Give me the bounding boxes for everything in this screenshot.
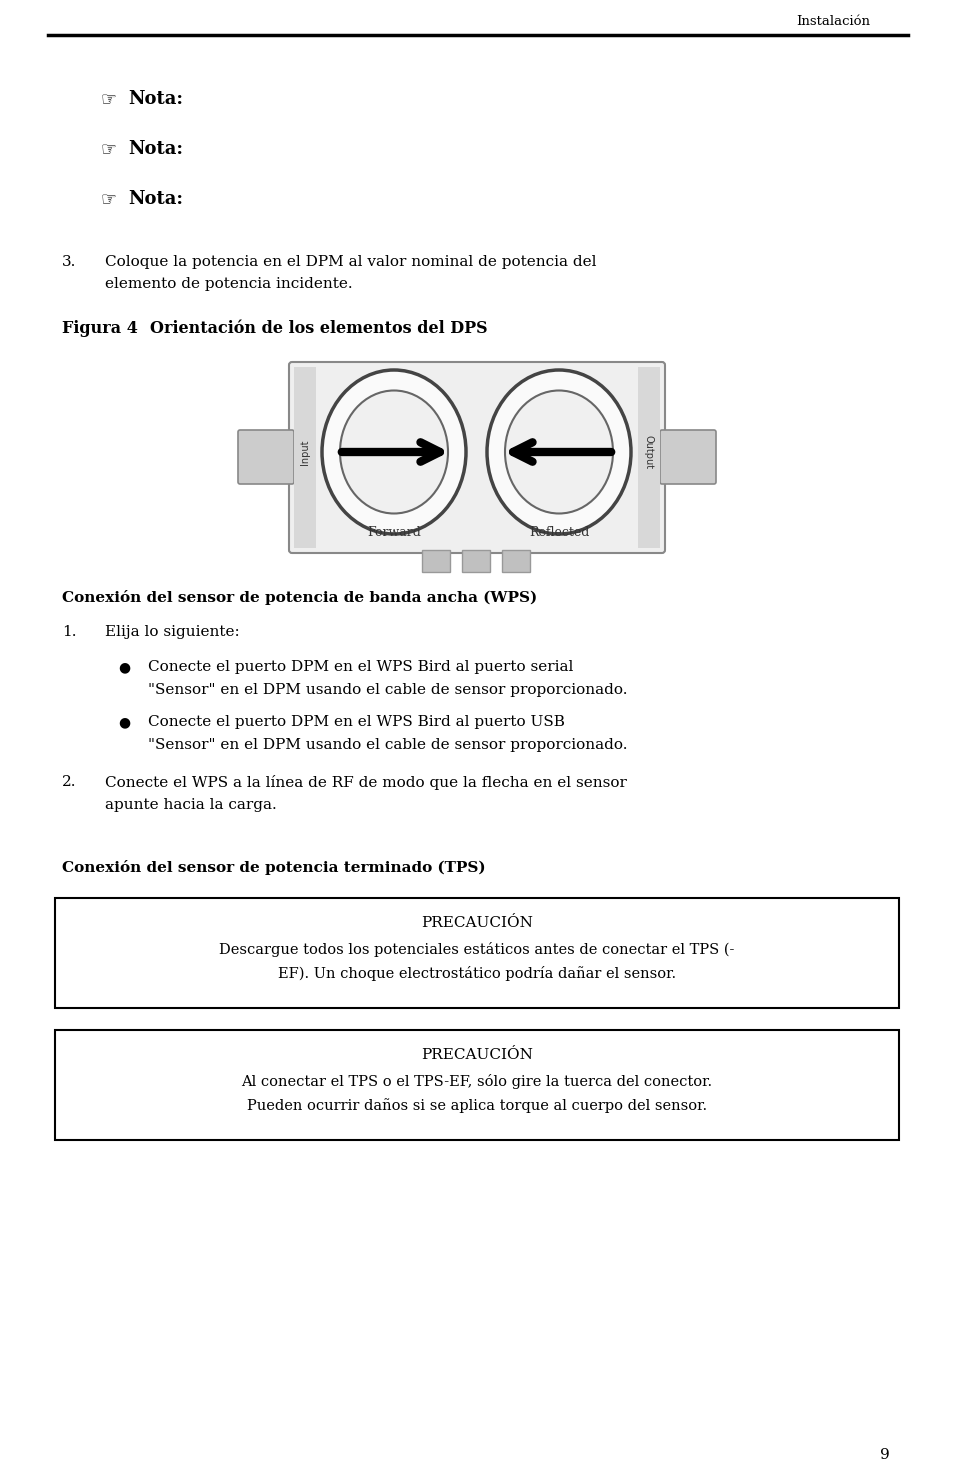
Text: ☞: ☞ (100, 190, 116, 208)
Ellipse shape (486, 370, 630, 534)
Text: Instalación: Instalación (795, 15, 869, 28)
Text: 2.: 2. (62, 774, 76, 789)
Text: Input: Input (299, 440, 310, 465)
Text: Descargue todos los potenciales estáticos antes de conectar el TPS (-: Descargue todos los potenciales estático… (219, 943, 734, 957)
Text: Reflected: Reflected (528, 525, 589, 538)
Text: ●: ● (118, 715, 130, 729)
FancyBboxPatch shape (289, 361, 664, 553)
Text: Figura 4: Figura 4 (62, 320, 138, 336)
FancyBboxPatch shape (55, 1030, 898, 1140)
Ellipse shape (504, 391, 613, 513)
Text: 9: 9 (880, 1448, 889, 1462)
Text: Conecte el puerto DPM en el WPS Bird al puerto USB: Conecte el puerto DPM en el WPS Bird al … (148, 715, 564, 729)
Text: Elija lo siguiente:: Elija lo siguiente: (105, 625, 239, 639)
Text: ●: ● (118, 659, 130, 674)
Text: PRECAUCIÓN: PRECAUCIÓN (420, 916, 533, 931)
Text: 3.: 3. (62, 255, 76, 268)
Text: Conexión del sensor de potencia terminado (TPS): Conexión del sensor de potencia terminad… (62, 860, 485, 875)
Text: apunte hacia la carga.: apunte hacia la carga. (105, 798, 276, 813)
Text: EF). Un choque electrostático podría dañar el sensor.: EF). Un choque electrostático podría dañ… (277, 966, 676, 981)
Text: ☞: ☞ (100, 90, 116, 108)
Text: elemento de potencia incidente.: elemento de potencia incidente. (105, 277, 353, 291)
Bar (461, 550, 490, 572)
Text: Orientación de los elementos del DPS: Orientación de los elementos del DPS (150, 320, 487, 336)
Bar (638, 367, 659, 549)
Text: PRECAUCIÓN: PRECAUCIÓN (420, 1049, 533, 1062)
Text: Conecte el WPS a la línea de RF de modo que la flecha en el sensor: Conecte el WPS a la línea de RF de modo … (105, 774, 626, 791)
Ellipse shape (322, 370, 465, 534)
Bar (501, 550, 530, 572)
Bar (294, 367, 315, 549)
Text: Nota:: Nota: (128, 140, 183, 158)
Text: Coloque la potencia en el DPM al valor nominal de potencia del: Coloque la potencia en el DPM al valor n… (105, 255, 596, 268)
Text: Pueden ocurrir daños si se aplica torque al cuerpo del sensor.: Pueden ocurrir daños si se aplica torque… (247, 1097, 706, 1112)
Text: 1.: 1. (62, 625, 76, 639)
Ellipse shape (339, 391, 448, 513)
Text: Conecte el puerto DPM en el WPS Bird al puerto serial: Conecte el puerto DPM en el WPS Bird al … (148, 659, 573, 674)
FancyBboxPatch shape (237, 431, 294, 484)
Text: Al conectar el TPS o el TPS-EF, sólo gire la tuerca del conector.: Al conectar el TPS o el TPS-EF, sólo gir… (241, 1074, 712, 1089)
Text: "Sensor" en el DPM usando el cable de sensor proporcionado.: "Sensor" en el DPM usando el cable de se… (148, 738, 627, 752)
Text: ☞: ☞ (100, 140, 116, 158)
FancyBboxPatch shape (659, 431, 716, 484)
FancyBboxPatch shape (55, 898, 898, 1007)
Text: Nota:: Nota: (128, 190, 183, 208)
Text: Conexión del sensor de potencia de banda ancha (WPS): Conexión del sensor de potencia de banda… (62, 590, 537, 605)
Text: Forward: Forward (367, 525, 420, 538)
Bar (421, 550, 450, 572)
Text: "Sensor" en el DPM usando el cable de sensor proporcionado.: "Sensor" en el DPM usando el cable de se… (148, 683, 627, 698)
Text: Nota:: Nota: (128, 90, 183, 108)
Text: Output: Output (643, 435, 654, 469)
